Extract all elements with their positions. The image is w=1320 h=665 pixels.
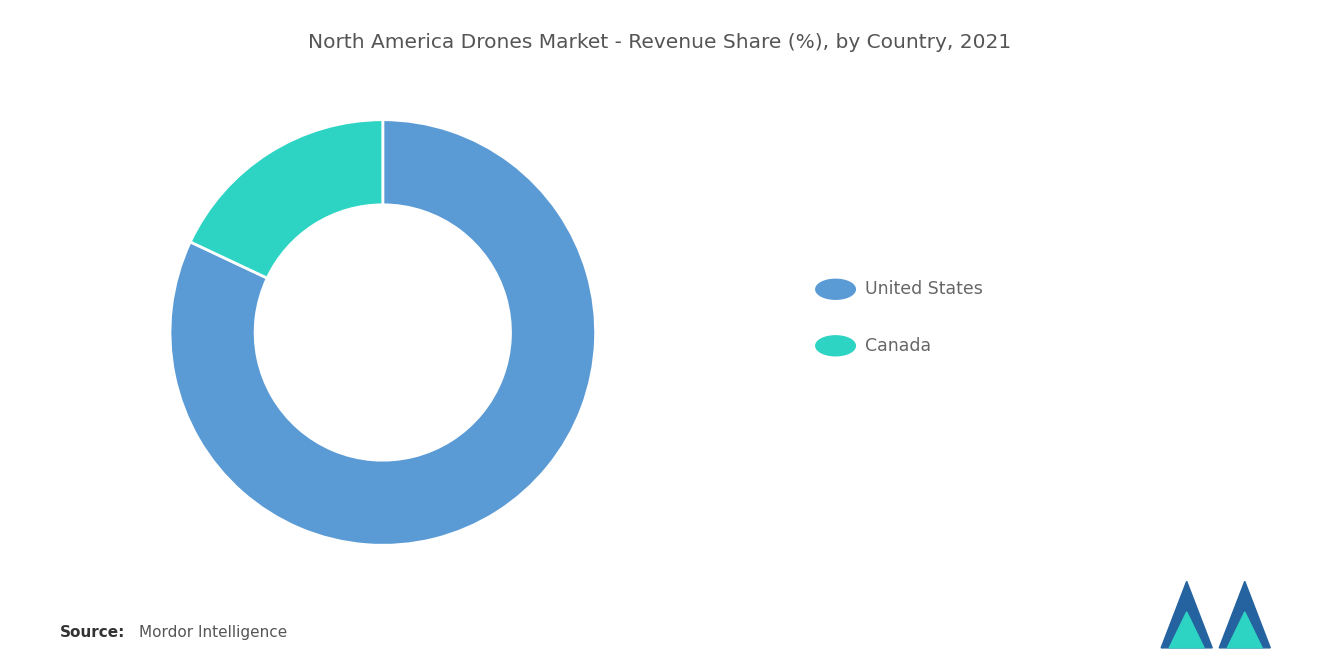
Polygon shape (1162, 581, 1212, 648)
Text: Canada: Canada (865, 336, 931, 355)
Text: Source:: Source: (59, 624, 125, 640)
Text: United States: United States (865, 280, 982, 299)
Wedge shape (190, 120, 383, 278)
Text: North America Drones Market - Revenue Share (%), by Country, 2021: North America Drones Market - Revenue Sh… (309, 33, 1011, 53)
Polygon shape (1170, 612, 1204, 648)
Text: Mordor Intelligence: Mordor Intelligence (139, 624, 286, 640)
Polygon shape (1220, 581, 1270, 648)
Polygon shape (1228, 612, 1262, 648)
Wedge shape (170, 120, 595, 545)
